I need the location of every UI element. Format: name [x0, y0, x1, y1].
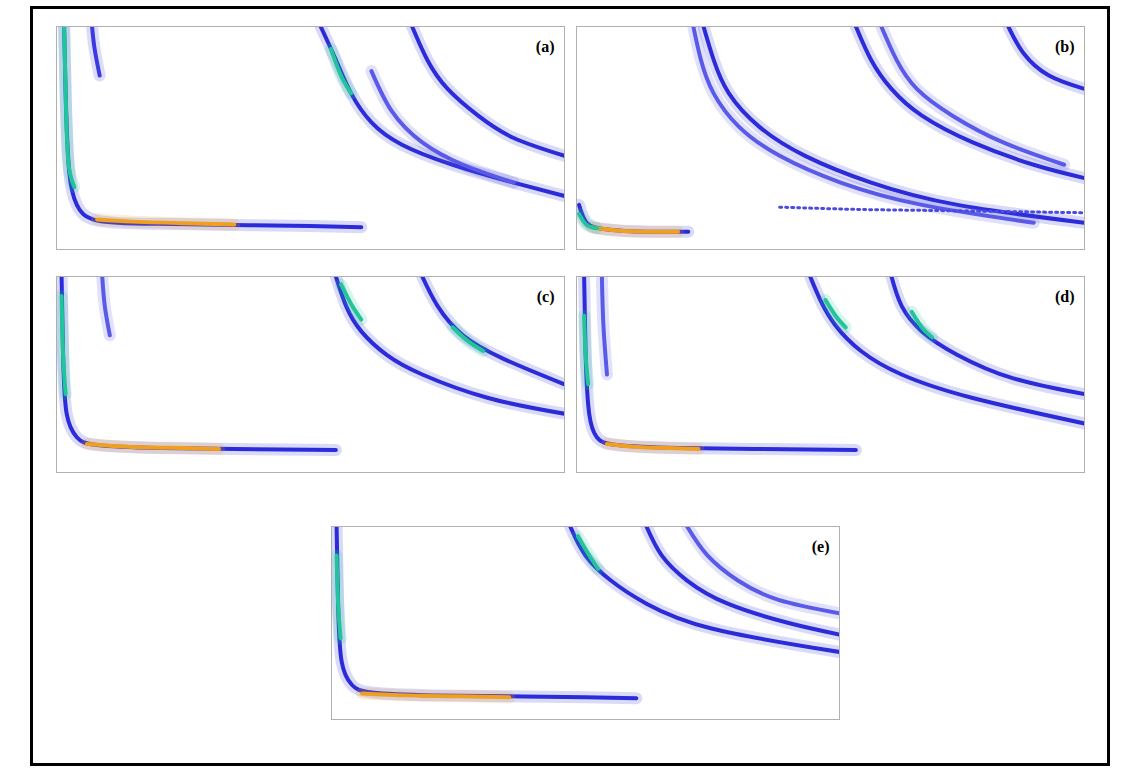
svg-text:(a): (a) [536, 38, 555, 56]
svg-text:(d): (d) [1055, 288, 1075, 306]
svg-text:(c): (c) [537, 288, 555, 306]
svg-text:(b): (b) [1055, 38, 1075, 56]
svg-text:(e): (e) [812, 538, 830, 556]
